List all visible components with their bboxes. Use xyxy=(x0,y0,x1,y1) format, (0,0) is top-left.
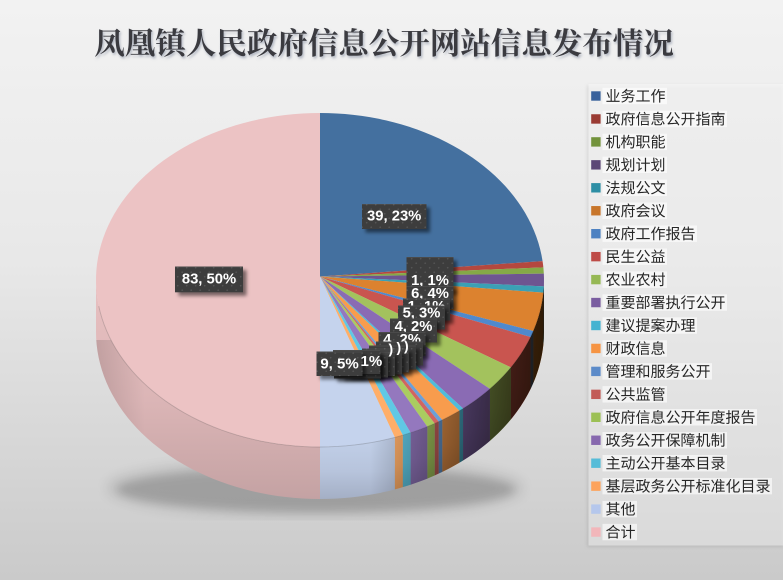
svg-text:83, 50%: 83, 50% xyxy=(182,271,236,287)
svg-text:1%: 1% xyxy=(361,353,383,370)
svg-text:9, 5%: 9, 5% xyxy=(320,355,358,372)
svg-text:39, 23%: 39, 23% xyxy=(367,208,421,224)
svg-text:): ) xyxy=(397,339,402,355)
svg-text:): ) xyxy=(404,338,409,354)
svg-text:): ) xyxy=(389,341,394,357)
